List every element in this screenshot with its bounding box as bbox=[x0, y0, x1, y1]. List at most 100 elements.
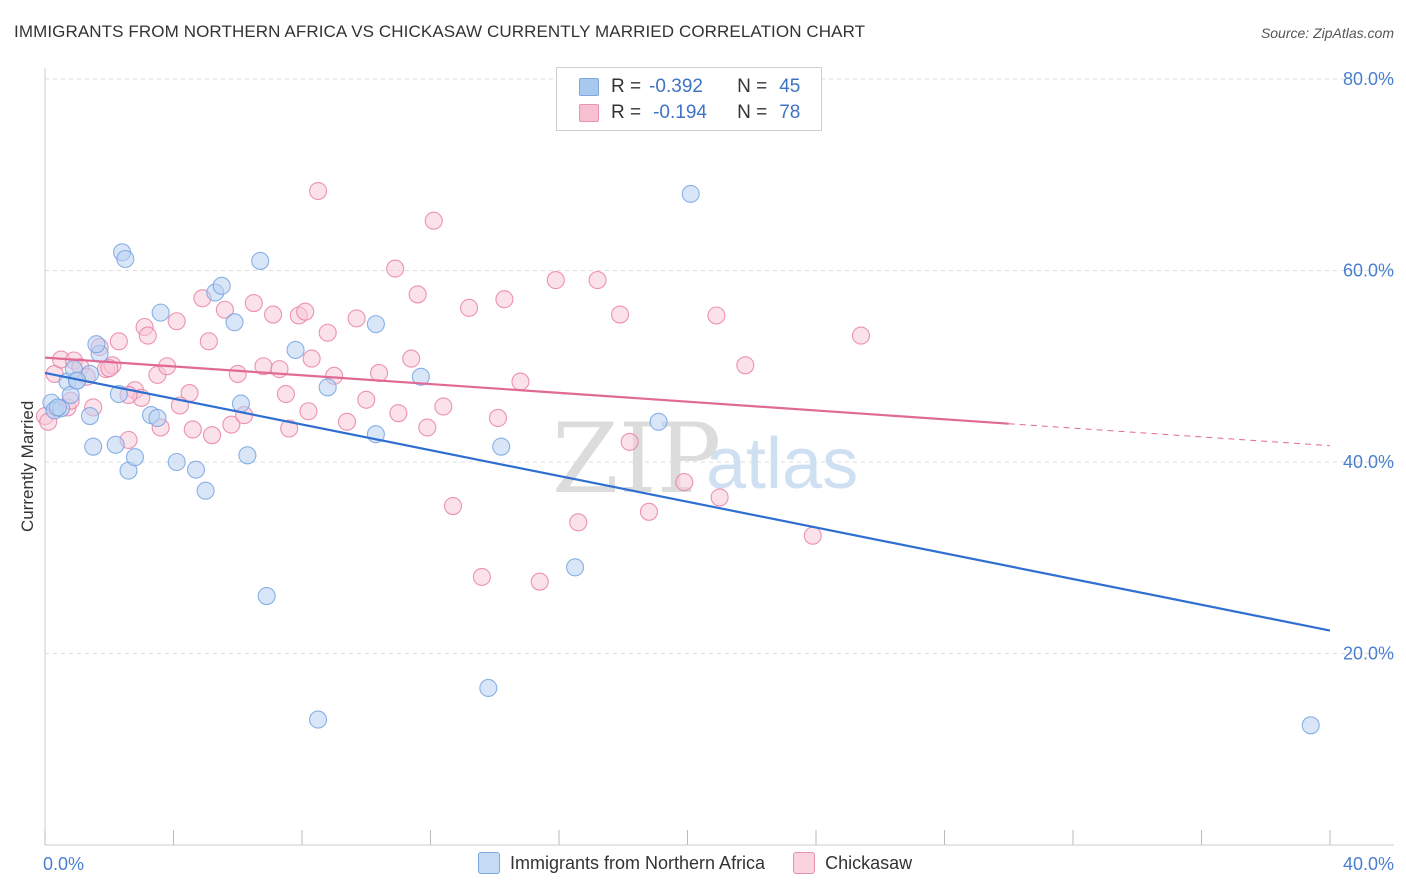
y-tick-label: 40.0% bbox=[1343, 452, 1394, 472]
data-point bbox=[106, 435, 125, 454]
data-point bbox=[803, 526, 822, 545]
series-legend-item-chickasaw[interactable]: Chickasaw bbox=[793, 852, 912, 874]
series-legend-label: Chickasaw bbox=[825, 852, 913, 873]
data-point bbox=[386, 259, 405, 278]
x-tick-label: 40.0% bbox=[1343, 854, 1394, 874]
y-tick-label: 80.0% bbox=[1343, 69, 1394, 89]
legend-row-northern-africa: R = -0.392 N = 45 bbox=[579, 75, 800, 99]
data-point bbox=[511, 372, 530, 391]
data-point bbox=[264, 305, 283, 324]
data-point bbox=[222, 415, 241, 434]
series-swatch-pink bbox=[793, 852, 816, 874]
chart-title: IMMIGRANTS FROM NORTHERN AFRICA VS CHICK… bbox=[14, 22, 866, 41]
data-point bbox=[370, 363, 389, 383]
data-point bbox=[1301, 716, 1320, 735]
series-legend-label: Immigrants from Northern Africa bbox=[510, 852, 766, 873]
correlation-legend: R = -0.392 N = 45 R = -0.194 N = 78 bbox=[556, 67, 822, 131]
x-tick-label: 0.0% bbox=[43, 854, 84, 874]
data-point bbox=[318, 323, 337, 342]
grid-lines bbox=[45, 78, 1394, 654]
legend-swatch-pink bbox=[579, 104, 599, 122]
data-point bbox=[196, 481, 215, 500]
data-point bbox=[309, 181, 328, 201]
data-point bbox=[530, 572, 549, 591]
legend-r-label: R = bbox=[611, 102, 642, 123]
data-point bbox=[408, 285, 427, 304]
data-point bbox=[203, 426, 222, 445]
watermark-atlas: atlas bbox=[706, 424, 858, 504]
data-point bbox=[231, 394, 251, 413]
y-tick-label: 60.0% bbox=[1343, 261, 1394, 281]
legend-n-label: N = bbox=[737, 76, 768, 97]
data-point bbox=[280, 419, 299, 438]
data-point bbox=[309, 710, 328, 729]
data-point bbox=[675, 473, 694, 492]
trend-line bbox=[44, 371, 1331, 632]
legend-swatch-blue bbox=[579, 78, 599, 96]
legend-row-chickasaw: R = -0.194 N = 78 bbox=[579, 101, 800, 125]
data-point bbox=[100, 359, 119, 378]
data-point bbox=[418, 418, 437, 437]
data-point bbox=[357, 390, 376, 409]
data-point bbox=[212, 276, 231, 295]
data-point bbox=[215, 300, 234, 319]
data-point bbox=[80, 406, 100, 426]
data-point bbox=[125, 448, 144, 467]
legend-n-label: N = bbox=[737, 102, 768, 123]
data-point bbox=[228, 364, 247, 383]
data-point bbox=[286, 340, 305, 360]
data-point bbox=[148, 408, 167, 428]
source-label: Source: ZipAtlas.com bbox=[1260, 25, 1394, 41]
data-point bbox=[225, 313, 244, 332]
data-point bbox=[84, 437, 103, 456]
data-point bbox=[588, 271, 607, 290]
legend-r-value: -0.392 bbox=[649, 76, 703, 97]
data-point bbox=[639, 502, 659, 521]
data-point bbox=[257, 586, 276, 606]
series-legend: Immigrants from Northern Africa Chickasa… bbox=[478, 852, 940, 874]
data-point bbox=[620, 432, 639, 451]
data-point bbox=[302, 349, 321, 368]
data-point bbox=[109, 332, 128, 351]
data-point bbox=[610, 305, 630, 324]
legend-r-label: R = bbox=[611, 76, 642, 97]
data-point bbox=[434, 397, 453, 416]
data-point bbox=[389, 404, 408, 423]
data-point bbox=[495, 290, 514, 309]
data-point bbox=[649, 412, 668, 431]
y-tick-labels: 20.0% 40.0% 60.0% 80.0% bbox=[1343, 69, 1394, 664]
data-point bbox=[472, 567, 491, 586]
data-point bbox=[710, 488, 729, 507]
legend-n-value: 78 bbox=[779, 102, 801, 123]
data-point bbox=[167, 452, 186, 472]
data-point bbox=[238, 446, 257, 465]
data-point bbox=[199, 332, 218, 351]
data-point bbox=[296, 302, 315, 321]
data-point bbox=[299, 402, 318, 421]
data-point bbox=[48, 398, 67, 417]
data-point bbox=[87, 335, 106, 354]
data-point bbox=[366, 315, 385, 334]
legend-r-value: -0.194 bbox=[653, 102, 707, 123]
data-point bbox=[479, 678, 498, 698]
data-point bbox=[251, 251, 270, 270]
watermark-zip: ZIP bbox=[552, 403, 721, 515]
data-points bbox=[35, 181, 1320, 735]
data-point bbox=[681, 184, 700, 203]
data-point bbox=[492, 437, 511, 456]
data-point bbox=[151, 303, 170, 322]
x-tick-labels: 0.0% 40.0% bbox=[43, 854, 1394, 874]
y-tick-label: 20.0% bbox=[1343, 644, 1394, 664]
data-point bbox=[337, 412, 357, 431]
y-axis-label: Currently Married bbox=[18, 401, 37, 532]
data-point bbox=[138, 326, 157, 345]
data-point bbox=[276, 384, 295, 404]
data-point bbox=[183, 420, 202, 439]
data-point bbox=[318, 378, 337, 397]
data-point bbox=[488, 408, 508, 428]
data-point bbox=[109, 384, 128, 404]
data-point bbox=[546, 271, 565, 290]
data-point bbox=[186, 460, 206, 479]
trend-line bbox=[44, 356, 1009, 425]
series-legend-item-northern-africa[interactable]: Immigrants from Northern Africa bbox=[478, 852, 765, 874]
